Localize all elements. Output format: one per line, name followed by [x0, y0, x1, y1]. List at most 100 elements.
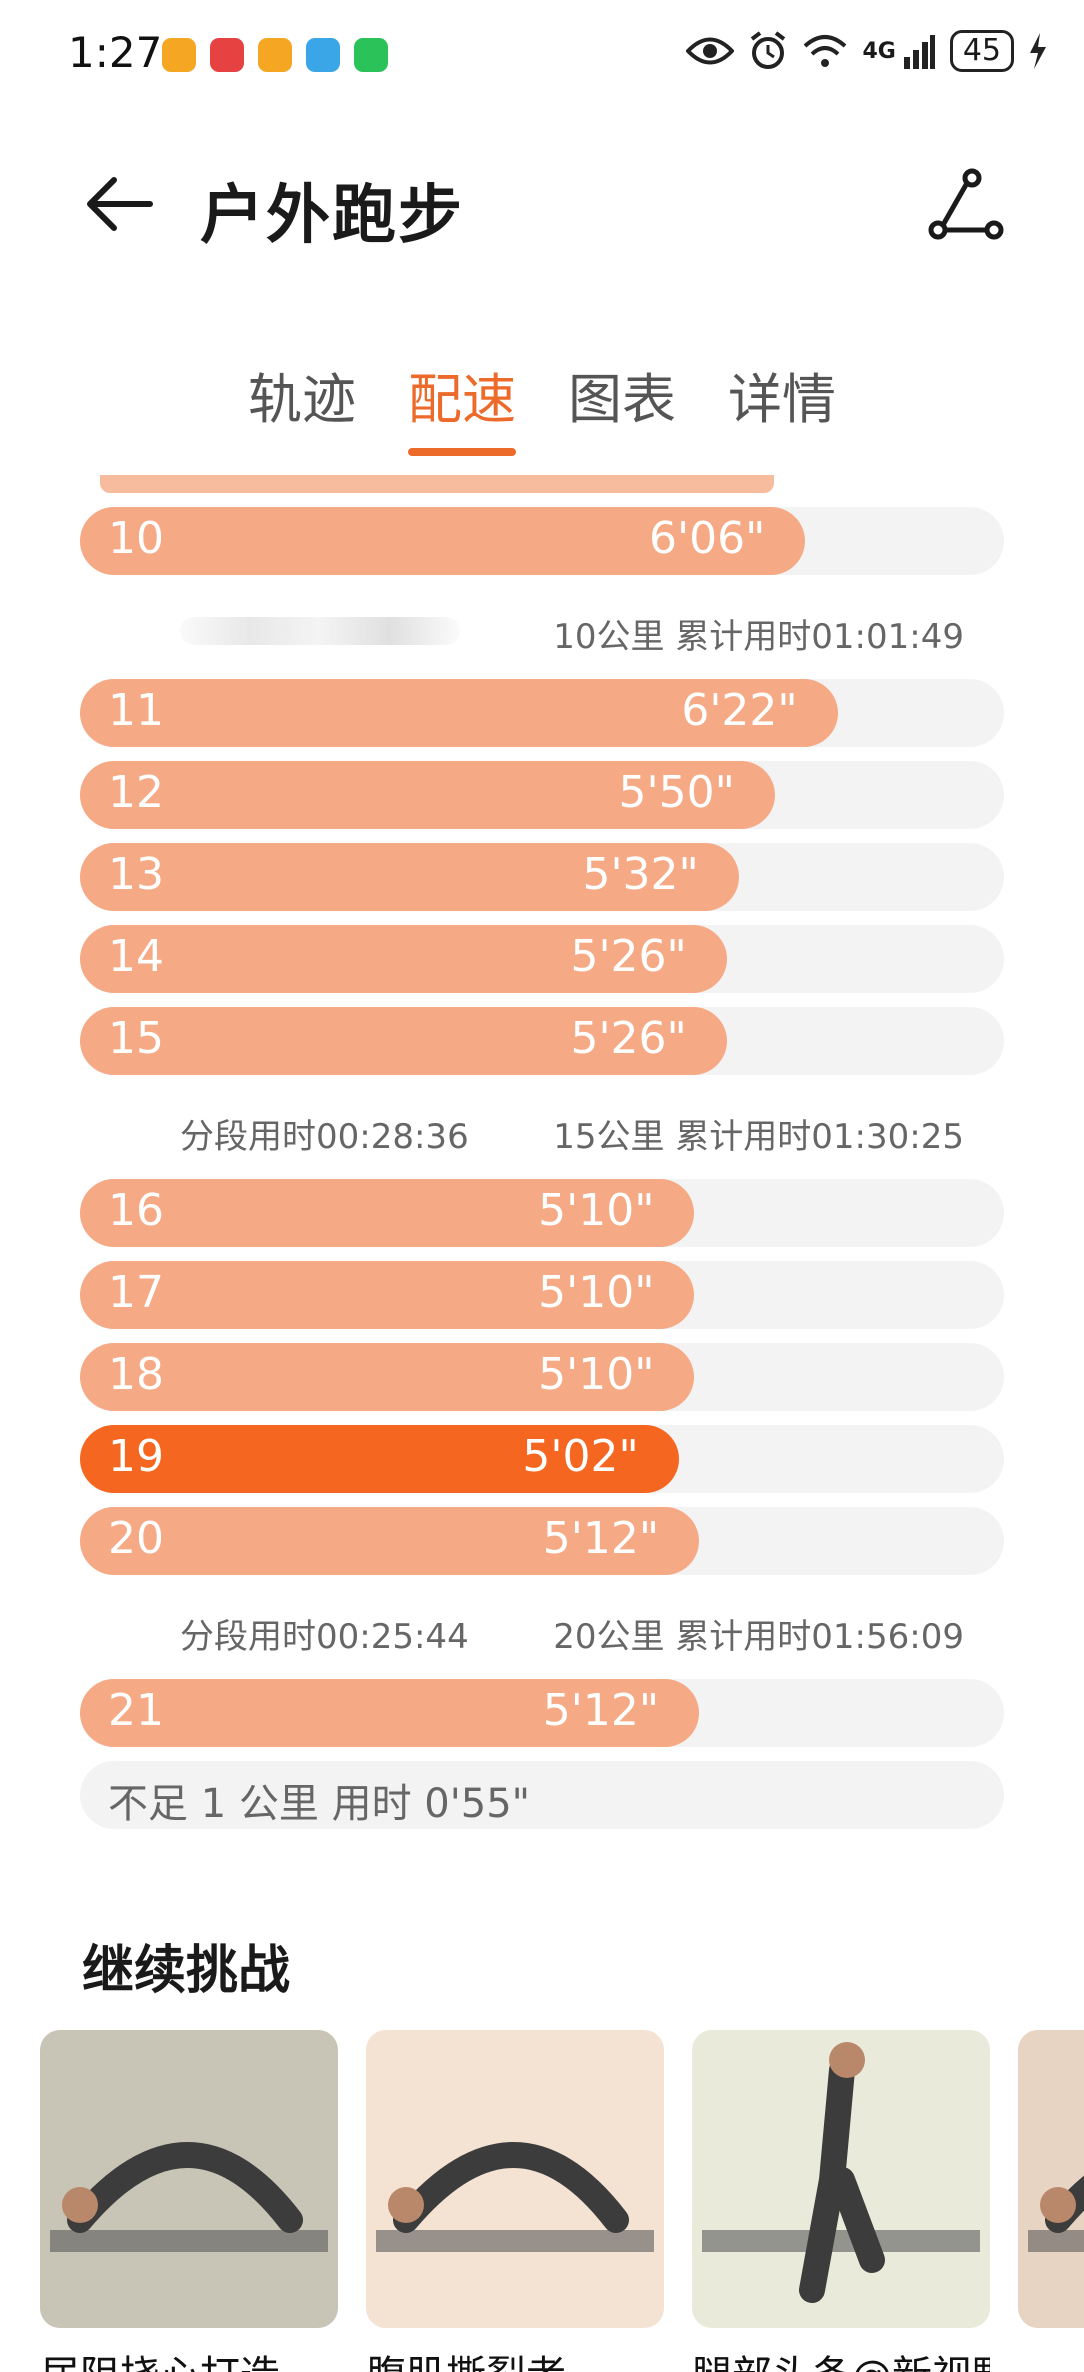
status-indicators: 4G 45	[686, 30, 1048, 72]
split-km: 13	[108, 849, 164, 900]
pace-bar: 18 5'10"	[80, 1343, 695, 1411]
pace-bar: 14 5'26"	[80, 925, 727, 993]
tab-track[interactable]: 轨迹	[248, 368, 356, 431]
pace-split-row: 20 5'12"	[80, 1507, 1004, 1575]
alarm-icon	[751, 31, 786, 69]
challenge-card[interactable]	[366, 2030, 664, 2328]
split-km: 15	[108, 1013, 164, 1064]
pace-split-row: 17 5'10"	[80, 1261, 1004, 1329]
split-pace: 5'10"	[538, 1349, 655, 1400]
challenge-card[interactable]	[692, 2030, 990, 2328]
cumulative-time: 10公里 累计用时01:01:49	[553, 617, 964, 657]
split-km: 16	[108, 1185, 164, 1236]
status-time: 1:27	[68, 28, 163, 77]
split-pace: 5'12"	[542, 1685, 660, 1736]
split-pace: 5'50"	[618, 767, 735, 818]
segment-time: 分段用时00:25:44	[180, 1617, 469, 1657]
split-pace: 6'22"	[681, 685, 798, 736]
pace-split-row: 15 5'26"	[80, 1007, 1004, 1075]
pace-bar: 21 5'12"	[80, 1679, 700, 1747]
split-pace: 5'02"	[522, 1431, 639, 1482]
previous-split-bar-edge	[100, 475, 774, 493]
split-pace: 5'26"	[570, 931, 687, 982]
pace-bar: 13 5'32"	[80, 843, 739, 911]
pace-bar: 15 5'26"	[80, 1007, 727, 1075]
split-pace: 5'26"	[570, 1013, 687, 1064]
split-pace: 5'12"	[542, 1513, 660, 1564]
notification-app-icon	[258, 38, 292, 72]
cumulative-time: 15公里 累计用时01:30:25	[553, 1117, 964, 1157]
pace-bar: 20 5'12"	[80, 1507, 700, 1575]
notification-app-icon	[162, 38, 196, 72]
workout-illustration	[702, 2042, 980, 2303]
split-km: 14	[108, 931, 164, 982]
pace-split-row: 21 5'12"	[80, 1679, 1004, 1747]
pace-bar: 12 5'50"	[80, 761, 775, 829]
fastest-pace-bar: 19 5'02"	[80, 1425, 679, 1493]
obscured-segment-time	[180, 617, 460, 645]
split-summary: 分段用时00:25:44 20公里 累计用时01:56:09	[80, 1589, 1004, 1665]
page-title: 户外跑步	[200, 179, 464, 253]
eye-icon	[686, 37, 735, 65]
split-km: 20	[108, 1513, 164, 1564]
header: 户外跑步	[0, 150, 1084, 260]
tab-bar: 轨迹 配速 图表 详情	[0, 355, 1084, 456]
split-km: 11	[108, 685, 164, 736]
pace-split-row: 13 5'32"	[80, 843, 1004, 911]
pace-split-row: 14 5'26"	[80, 925, 1004, 993]
split-km: 18	[108, 1349, 164, 1400]
challenge-card[interactable]	[1018, 2030, 1084, 2328]
tab-chart[interactable]: 图表	[568, 368, 676, 431]
partial-km-text: 不足 1 公里 用时 0'55"	[108, 1781, 531, 1827]
split-pace: 5'32"	[582, 849, 699, 900]
pace-split-list: 10 6'06" 10公里 累计用时01:01:49 11 6'22" 12 5'50" 13…	[80, 475, 1004, 1829]
network-type: 4G	[862, 38, 896, 64]
pace-split-row: 10 6'06"	[80, 507, 1004, 575]
challenge-card-label[interactable]	[1018, 2348, 1084, 2372]
notification-app-icon	[354, 38, 388, 72]
status-bar: 1:27 4G 45	[0, 0, 1084, 110]
charging-icon	[1030, 33, 1046, 69]
workout-illustration	[376, 2142, 654, 2252]
partial-km-row: 不足 1 公里 用时 0'55"	[80, 1761, 1004, 1829]
pace-bar: 11 6'22"	[80, 679, 838, 747]
pace-bar: 10 6'06"	[80, 507, 806, 575]
segment-time: 分段用时00:28:36	[180, 1117, 469, 1157]
challenge-card-label[interactable]: 腹肌撕裂者	[366, 2348, 664, 2372]
split-km: 17	[108, 1267, 164, 1318]
workout-illustration	[1028, 2175, 1084, 2252]
pace-split-row: 12 5'50"	[80, 761, 1004, 829]
challenge-card-label[interactable]: 腿部头条@新视野跑步	[692, 2348, 990, 2372]
split-km: 12	[108, 767, 164, 818]
battery-indicator: 45	[949, 30, 1014, 72]
challenge-card-row[interactable]: 居阻挠心打造 腹肌撕裂者 腿部头条@新视野跑步	[40, 2030, 1084, 2372]
split-km: 10	[108, 513, 164, 564]
tab-details[interactable]: 详情	[728, 368, 836, 431]
notification-app-icon	[210, 38, 244, 72]
pace-split-row: 19 5'02"	[80, 1425, 1004, 1493]
split-pace: 5'10"	[538, 1185, 655, 1236]
pace-split-row: 18 5'10"	[80, 1343, 1004, 1411]
pace-split-row: 11 6'22"	[80, 679, 1004, 747]
split-pace: 6'06"	[649, 513, 766, 564]
notification-app-icon	[306, 38, 340, 72]
challenge-card[interactable]	[40, 2030, 338, 2328]
split-km: 19	[108, 1431, 164, 1482]
pace-bar: 17 5'10"	[80, 1261, 695, 1329]
signal-icon	[903, 35, 935, 69]
challenge-section-title: 继续挑战	[82, 1941, 291, 2001]
challenge-card-label[interactable]: 居阻挠心打造	[40, 2348, 338, 2372]
split-pace: 5'10"	[538, 1267, 655, 1318]
workout-illustration	[50, 2142, 328, 2252]
cumulative-time: 20公里 累计用时01:56:09	[553, 1617, 964, 1657]
split-km: 21	[108, 1685, 164, 1736]
pace-split-row: 16 5'10"	[80, 1179, 1004, 1247]
tab-pace[interactable]: 配速	[408, 355, 516, 456]
status-app-icons	[162, 38, 388, 72]
split-summary: 10公里 累计用时01:01:49	[80, 589, 1004, 665]
back-arrow-icon[interactable]	[80, 164, 160, 244]
wifi-icon	[804, 35, 847, 67]
split-summary: 分段用时00:28:36 15公里 累计用时01:30:25	[80, 1089, 1004, 1165]
pace-bar: 16 5'10"	[80, 1179, 695, 1247]
share-route-icon[interactable]	[924, 164, 1004, 244]
